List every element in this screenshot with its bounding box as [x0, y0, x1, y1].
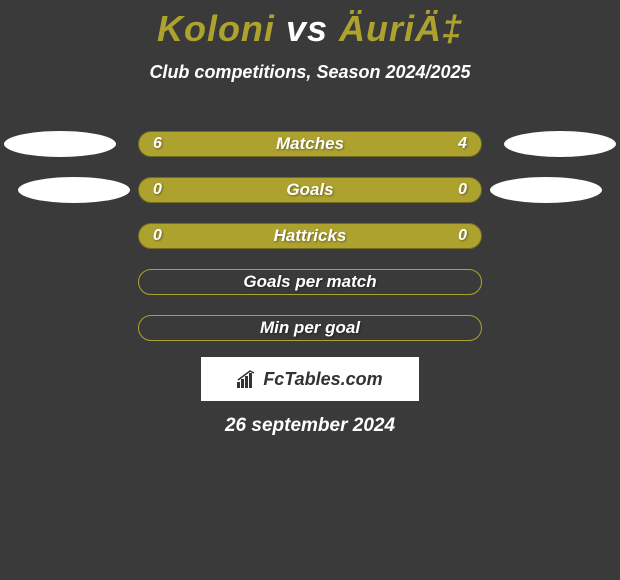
stat-row-gpm: Goals per match — [0, 259, 620, 305]
stat-bar-hattricks: 0 Hattricks 0 — [138, 223, 482, 249]
vs-label: vs — [286, 8, 328, 49]
stats-area: 6 Matches 4 0 Goals 0 0 Hattricks 0 — [0, 121, 620, 351]
page-title: Koloni vs ÄuriÄ‡ — [157, 8, 463, 50]
stat-right-hattricks: 0 — [458, 227, 467, 245]
player2-name: ÄuriÄ‡ — [339, 8, 463, 49]
stat-label-matches: Matches — [276, 134, 344, 154]
oval-right-goals — [490, 177, 602, 203]
stat-left-goals: 0 — [153, 181, 162, 199]
oval-left-goals — [18, 177, 130, 203]
stat-right-matches: 4 — [458, 135, 467, 153]
stat-left-hattricks: 0 — [153, 227, 162, 245]
footer-date: 26 september 2024 — [225, 415, 395, 437]
stat-bar-gpm: Goals per match — [138, 269, 482, 295]
stat-bar-matches: 6 Matches 4 — [138, 131, 482, 157]
stat-bar-mpg: Min per goal — [138, 315, 482, 341]
main-container: Koloni vs ÄuriÄ‡ Club competitions, Seas… — [0, 0, 620, 437]
subtitle: Club competitions, Season 2024/2025 — [149, 62, 470, 83]
player1-name: Koloni — [157, 8, 275, 49]
stat-left-matches: 6 — [153, 135, 162, 153]
stat-bar-goals: 0 Goals 0 — [138, 177, 482, 203]
oval-left-matches — [4, 131, 116, 157]
stat-label-hattricks: Hattricks — [274, 226, 347, 246]
chart-icon — [237, 370, 259, 388]
logo-label: FcTables.com — [263, 369, 382, 390]
stat-row-hattricks: 0 Hattricks 0 — [0, 213, 620, 259]
stat-row-goals: 0 Goals 0 — [0, 167, 620, 213]
stat-label-goals: Goals — [286, 180, 333, 200]
stat-row-mpg: Min per goal — [0, 305, 620, 351]
logo-box[interactable]: FcTables.com — [201, 357, 419, 401]
stat-label-gpm: Goals per match — [243, 272, 376, 292]
stat-row-matches: 6 Matches 4 — [0, 121, 620, 167]
stat-label-mpg: Min per goal — [260, 318, 360, 338]
oval-right-matches — [504, 131, 616, 157]
logo-text: FcTables.com — [237, 369, 382, 390]
stat-right-goals: 0 — [458, 181, 467, 199]
